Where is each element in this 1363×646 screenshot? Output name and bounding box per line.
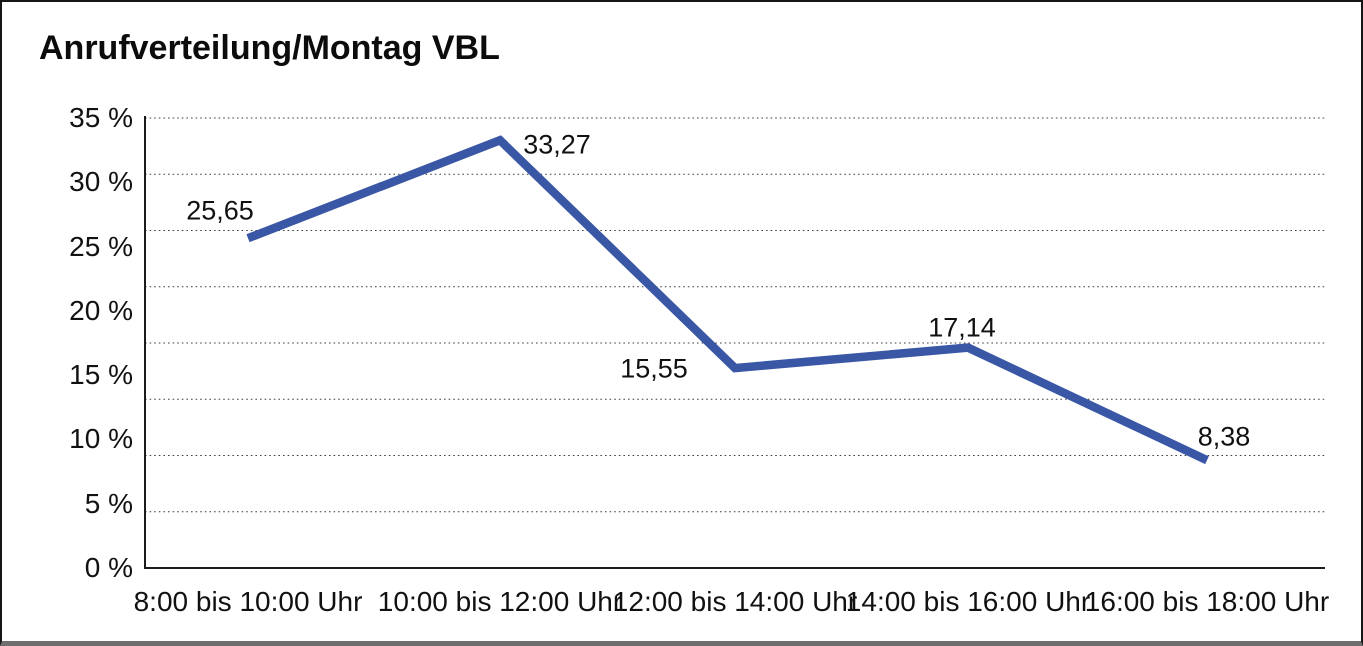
data-point-label: 33,27 (523, 129, 591, 160)
y-axis-tick-label: 35 % (69, 102, 133, 133)
chart-title: Anrufverteilung/Montag VBL (39, 29, 500, 67)
x-axis-category-label: 16:00 bis 18:00 Uhr (1084, 586, 1330, 617)
data-point-label: 15,55 (620, 353, 688, 384)
y-axis-tick-label: 20 % (69, 294, 133, 326)
y-axis-tick-label: 15 % (69, 359, 133, 391)
x-axis-category-label: 14:00 bis 16:00 Uhr (845, 586, 1091, 617)
y-axis-tick-label: 0 % (84, 552, 133, 583)
data-series-line (246, 135, 1209, 465)
y-axis-labels: 0 % 5 % 10 % 15 % 20 % 25 % 30 % 35 % (2, 2, 133, 641)
x-axis-category-label: 8:00 bis 10:00 Uhr (133, 586, 363, 617)
y-axis-tick-label: 10 % (69, 423, 133, 455)
x-axis-category-label: 12:00 bis 14:00 Uhr (612, 586, 858, 617)
y-axis-tick-label: 30 % (69, 166, 133, 198)
data-point-label: 25,65 (186, 195, 254, 226)
x-axis-category-label: 10:00 bis 12:00 Uhr (377, 586, 623, 617)
gridlines (145, 117, 1325, 513)
y-axis-tick-label: 5 % (84, 487, 133, 519)
data-point-label: 17,14 (928, 312, 996, 343)
data-point-label: 8,38 (1197, 421, 1251, 452)
y-axis-tick-label: 25 % (69, 230, 133, 262)
